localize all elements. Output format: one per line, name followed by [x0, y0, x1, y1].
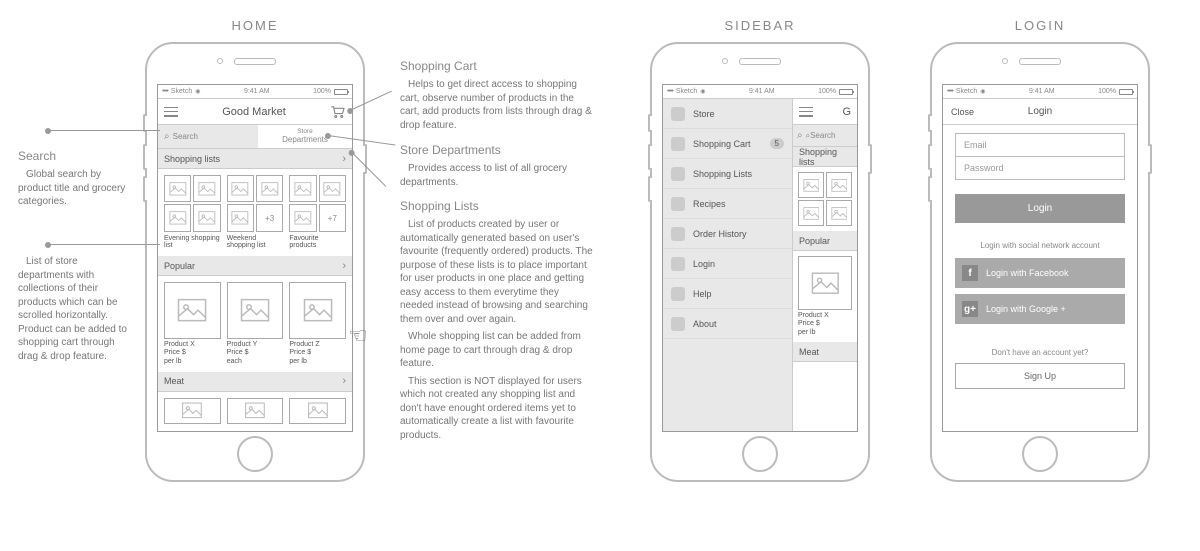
- chevron-right-icon: ›: [342, 153, 346, 165]
- sidebar-item-store[interactable]: Store: [663, 99, 792, 129]
- navbar: Good Market: [158, 99, 352, 125]
- password-field[interactable]: Password: [955, 157, 1125, 180]
- anno-departments: List of store departments with collectio…: [18, 255, 136, 367]
- google-icon: g+: [962, 301, 978, 317]
- sidebar-item-about[interactable]: About: [663, 309, 792, 339]
- product-card[interactable]: Product ZPrice $per lb: [289, 282, 346, 366]
- list-tile[interactable]: +3Weekend shopping list: [227, 175, 284, 250]
- label-sidebar: SIDEBAR: [650, 18, 870, 33]
- section-shopping-lists[interactable]: Shopping lists›: [158, 149, 352, 169]
- facebook-icon: f: [962, 265, 978, 281]
- search-tab[interactable]: Search: [158, 125, 258, 148]
- login-navbar: Close Login: [943, 99, 1137, 125]
- label-login: LOGIN: [930, 18, 1150, 33]
- app-title: Good Market: [222, 106, 286, 118]
- anno-shopping-lists: Shopping Lists List of products created …: [400, 198, 595, 446]
- phone-login: Sketch 9:41 AM 100% Close Login Email Pa…: [930, 42, 1150, 482]
- cart-icon[interactable]: [330, 106, 346, 118]
- sidebar-item-help[interactable]: Help: [663, 279, 792, 309]
- signup-button[interactable]: Sign Up: [955, 363, 1125, 389]
- close-button[interactable]: Close: [951, 107, 974, 117]
- menu-icon[interactable]: [799, 107, 813, 117]
- popular-row: Product XPrice $per lb Product YPrice $e…: [158, 276, 352, 372]
- list-tile[interactable]: +7Favourite products: [289, 175, 346, 250]
- section-popular[interactable]: Popular›: [158, 256, 352, 276]
- login-title: Login: [1028, 106, 1052, 117]
- login-button[interactable]: Login: [955, 194, 1125, 223]
- hand-icon: ☜: [348, 323, 368, 349]
- email-field[interactable]: Email: [955, 133, 1125, 157]
- content-peek: G ⌕ Search Shopping lists Popular Produc…: [793, 99, 857, 431]
- anno-cart: Shopping Cart Helps to get direct access…: [400, 58, 595, 136]
- list-tile[interactable]: Evening shopping list: [164, 175, 221, 250]
- anno-store-depts: Store Departments Provides access to lis…: [400, 142, 595, 193]
- anno-search: Search Global search by product title an…: [18, 148, 136, 213]
- product-card[interactable]: Product YPrice $each: [227, 282, 284, 366]
- status-bar: Sketch 9:41 AM 100%: [158, 85, 352, 99]
- cart-badge: 5: [770, 138, 784, 149]
- facebook-button[interactable]: fLogin with Facebook: [955, 258, 1125, 288]
- sidebar-item-recipes[interactable]: Recipes: [663, 189, 792, 219]
- menu-icon[interactable]: [164, 107, 178, 117]
- google-button[interactable]: g+Login with Google +: [955, 294, 1125, 324]
- product-card[interactable]: Product XPrice $per lb: [164, 282, 221, 366]
- sidebar-item-cart[interactable]: Shopping Cart5: [663, 129, 792, 159]
- phone-home: Sketch 9:41 AM 100% Good Market Search S…: [145, 42, 365, 482]
- section-meat[interactable]: Meat›: [158, 372, 352, 392]
- sidebar-menu: Store Shopping Cart5 Shopping Lists Reci…: [663, 99, 793, 431]
- social-label: Login with social network account: [943, 241, 1137, 250]
- status-bar: Sketch 9:41 AM 100%: [943, 85, 1137, 99]
- shopping-lists-row: Evening shopping list +3Weekend shopping…: [158, 169, 352, 256]
- phone-sidebar: Sketch 9:41 AM 100% Store Shopping Cart5…: [650, 42, 870, 482]
- label-home: HOME: [145, 18, 365, 33]
- sidebar-item-lists[interactable]: Shopping Lists: [663, 159, 792, 189]
- status-bar: Sketch 9:41 AM 100%: [663, 85, 857, 99]
- sidebar-item-login[interactable]: Login: [663, 249, 792, 279]
- no-account-label: Don't have an account yet?: [943, 348, 1137, 357]
- sidebar-item-history[interactable]: Order History: [663, 219, 792, 249]
